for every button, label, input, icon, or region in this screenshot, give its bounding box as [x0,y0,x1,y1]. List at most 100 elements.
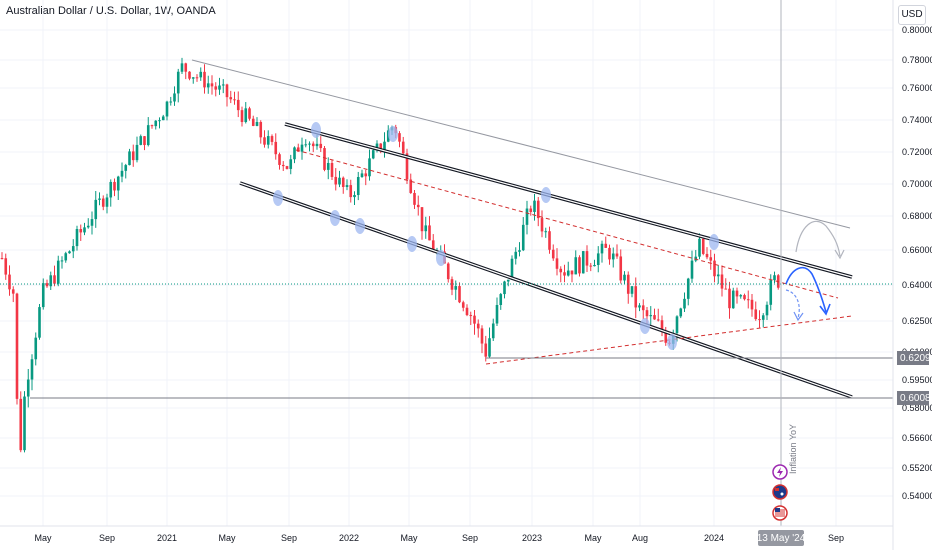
price-tick-label: 0.58000 [902,403,932,413]
price-level-label-bg [897,351,929,365]
time-tick-label: May [34,533,52,543]
candle-body [139,136,143,145]
candle-body [161,116,165,121]
candle-body [244,108,248,123]
price-tick-label: 0.70000 [902,179,932,189]
candle-body [604,243,608,248]
dashed-resistance-line [295,149,839,299]
time-tick-label: 2024 [704,533,724,543]
candle-body [188,71,191,79]
candle [334,168,338,191]
candle-body [34,337,38,360]
candle [248,106,251,121]
candle-body [90,219,94,226]
forecast-paths [785,220,845,322]
candle-body [525,208,529,225]
candle-body [615,253,619,257]
date-cursor-label-text: 13 May '24 [757,533,806,544]
candle [735,287,739,304]
candle-body [619,256,623,281]
candle-body [296,147,300,152]
time-tick-label: Sep [828,533,844,543]
candle [353,191,356,206]
candle-body [570,270,574,275]
candle-body [503,281,506,295]
candle-body [75,229,79,247]
candle-body [563,272,566,276]
candle [71,239,75,259]
candle [319,136,323,153]
candle [510,255,514,281]
candle [225,83,229,107]
candle-body [278,154,281,165]
candle [728,281,731,319]
candle-body [600,243,604,254]
candle-body [476,323,480,329]
candle [525,200,529,235]
candle [503,280,506,299]
candle-body [45,283,49,287]
candle-body [195,77,199,79]
candle-body [315,143,319,147]
candle-body [248,108,251,119]
au-flag-icon-star [780,492,784,496]
candle-body [364,173,368,177]
candle-body [101,198,105,207]
candles [0,57,780,453]
candle-body [589,265,593,267]
candle-body [379,143,383,150]
candle-body [544,231,548,233]
candle-body [349,185,353,198]
candle-body [506,279,510,282]
candle [308,141,311,152]
candle [30,354,34,391]
candle [146,117,150,147]
au-flag-event-icon [772,484,788,500]
candle-body [754,309,758,320]
candle [491,318,495,342]
candle-body [461,302,465,308]
candle [304,139,308,148]
candle-body [424,225,428,232]
candle [165,100,169,121]
candle-body [233,99,236,101]
candle [53,265,56,287]
candle-body [79,229,83,233]
candle-body [180,63,184,72]
candle [705,247,709,260]
price-level-label: 0.60083 [897,391,932,405]
touch-marker [311,122,321,138]
candle [514,247,518,265]
candle [368,149,371,181]
candle [638,303,641,312]
candle-body [165,101,169,117]
candle [240,106,244,127]
time-tick-label: 2022 [339,533,359,543]
candle [79,224,83,241]
candle-body [761,315,765,320]
candle [713,253,716,283]
candle [540,210,544,238]
candle-body [548,231,551,250]
candle-body [131,151,135,161]
candle [608,244,611,265]
candle-body [510,258,514,280]
candle [521,217,525,252]
candle [41,278,45,310]
currency-button[interactable]: USD [898,5,926,25]
candle-body [495,305,499,324]
date-cursor-label: 13 May '24 [757,530,806,546]
candle-body [330,162,334,177]
touch-marker [273,190,283,206]
candle [499,292,503,310]
candle [458,282,461,304]
events: Inflation YoY [772,424,798,521]
candle [773,271,776,284]
candle [765,301,769,320]
candle [529,205,533,216]
candle-body [769,280,773,305]
candle-body [518,250,521,252]
candle [330,159,334,181]
candle [244,102,248,124]
